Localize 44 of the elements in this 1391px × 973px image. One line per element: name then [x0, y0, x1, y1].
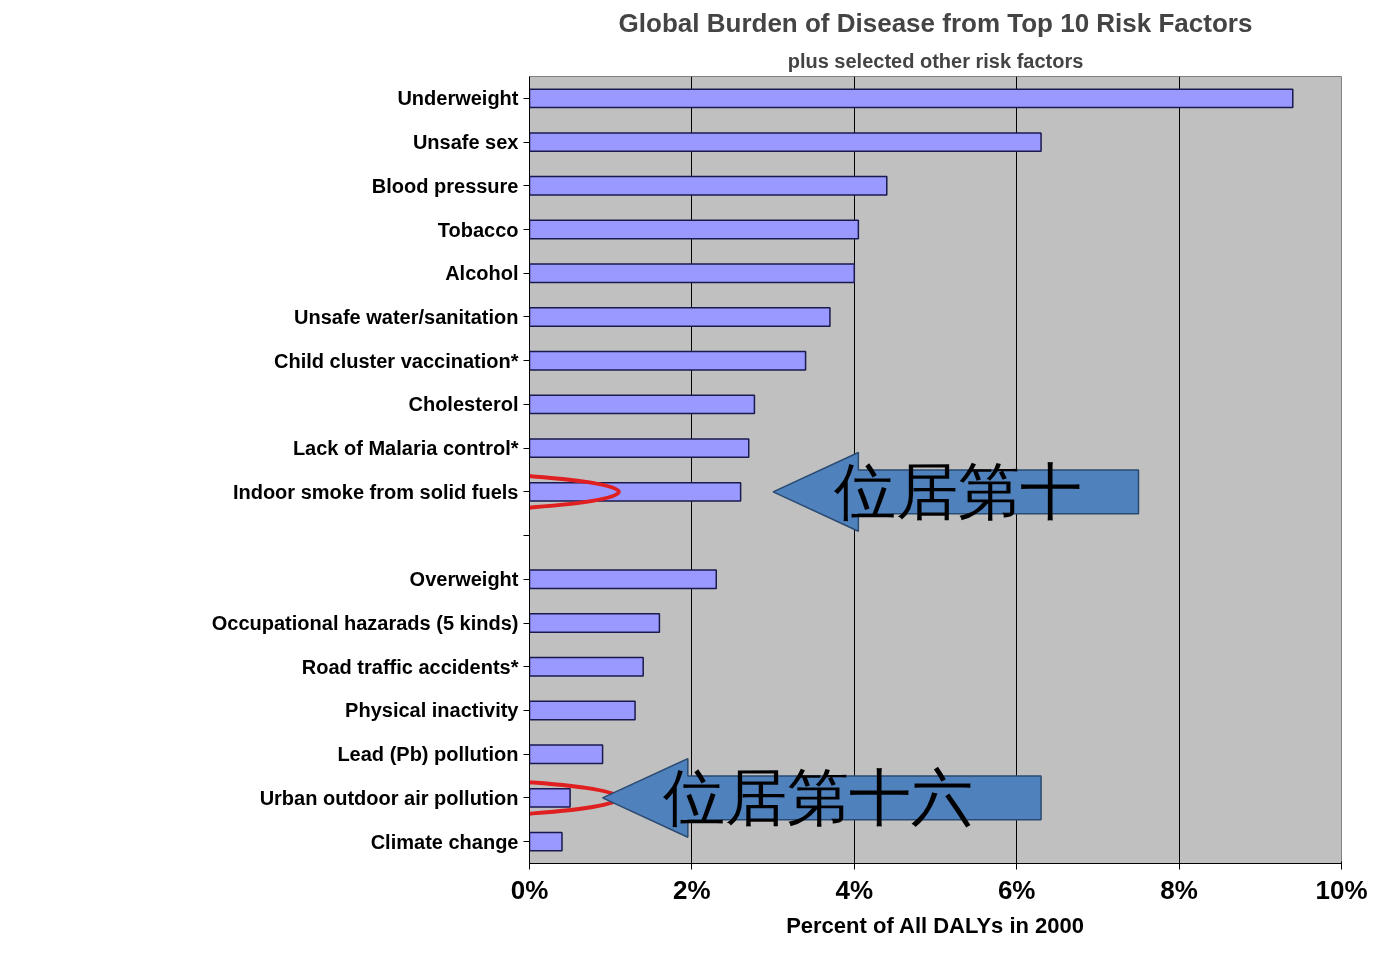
y-tick-label: Lead (Pb) pollution: [337, 743, 519, 766]
chart-title: Global Burden of Disease from Top 10 Risk Factors: [618, 7, 1253, 38]
x-tick-label: 8%: [1160, 874, 1198, 905]
bar: [529, 569, 718, 590]
bar: [529, 744, 604, 765]
y-tick-label: Physical inactivity: [345, 699, 520, 722]
bar: [529, 787, 571, 808]
bar: [529, 219, 860, 240]
bar: [529, 394, 756, 415]
x-tick-label: 0%: [510, 874, 549, 905]
y-tick-label: Underweight: [397, 87, 519, 110]
x-tick-label: 6%: [997, 874, 1036, 905]
x-tick-label: 2%: [673, 874, 711, 905]
bar: [529, 88, 1294, 109]
y-tick-label: Unsafe sex: [412, 131, 519, 154]
bar: [529, 132, 1042, 153]
y-tick-label: Blood pressure: [371, 174, 519, 197]
bar: [529, 263, 856, 284]
y-tick-label: Alcohol: [445, 262, 519, 285]
annotation: 位居第十: [834, 455, 1082, 529]
y-tick-label: Urban outdoor air pollution: [259, 786, 519, 809]
y-tick-label: Tobacco: [437, 218, 519, 241]
y-tick-label: Indoor smoke from solid fuels: [232, 480, 519, 503]
y-tick-label: Unsafe water/sanitation: [294, 305, 519, 328]
annotation: 位居第十六: [663, 761, 974, 835]
y-tick-label: Lack of Malaria control*: [292, 437, 519, 460]
y-tick-label: Overweight: [409, 568, 519, 591]
bar: [529, 700, 636, 721]
y-tick-label: Road traffic accidents*: [301, 655, 519, 678]
chart-subtitle: plus selected other risk factors: [787, 49, 1084, 72]
x-axis-title: Percent of All DALYs in 2000: [786, 912, 1085, 938]
y-tick-label: Climate change: [370, 830, 519, 853]
bar: [529, 613, 661, 633]
y-tick-label: Occupational hazarads (5 kinds): [211, 612, 519, 635]
x-tick-label: 10%: [1315, 874, 1368, 905]
bar: [529, 656, 644, 677]
bar: [529, 831, 563, 852]
bar: [529, 438, 750, 459]
y-tick-label: Child cluster vaccination*: [273, 349, 519, 372]
bar: [529, 175, 888, 196]
bar: [529, 350, 807, 371]
x-tick-label: 4%: [835, 874, 874, 905]
bar: [529, 307, 831, 327]
y-tick-label: Cholesterol: [408, 393, 519, 416]
